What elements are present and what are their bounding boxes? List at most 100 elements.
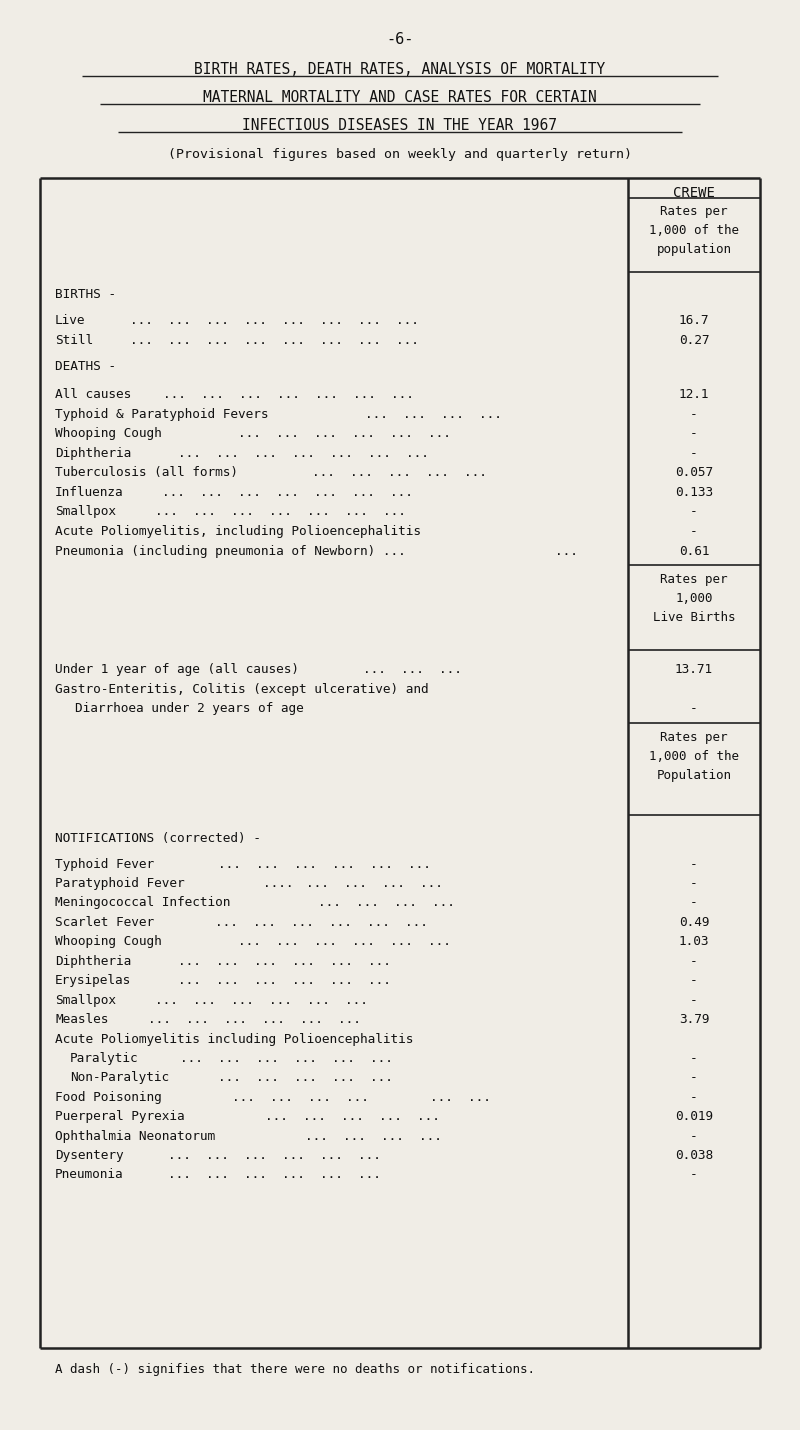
Text: Whooping Cough: Whooping Cough xyxy=(55,428,162,440)
Text: All causes: All causes xyxy=(55,388,131,400)
Text: ...: ... xyxy=(239,388,262,400)
Text: 0.038: 0.038 xyxy=(675,1148,713,1163)
Text: MATERNAL MORTALITY AND CASE RATES FOR CERTAIN: MATERNAL MORTALITY AND CASE RATES FOR CE… xyxy=(203,90,597,104)
Text: ...: ... xyxy=(390,428,413,440)
Text: population: population xyxy=(657,243,731,256)
Text: 1,000 of the: 1,000 of the xyxy=(649,749,739,764)
Text: ...: ... xyxy=(180,1052,203,1065)
Text: ...: ... xyxy=(254,974,277,987)
Text: ...: ... xyxy=(218,1052,241,1065)
Text: -: - xyxy=(690,877,698,889)
Text: ...: ... xyxy=(363,664,386,676)
Text: ...: ... xyxy=(464,466,487,479)
Text: ...: ... xyxy=(383,505,406,518)
Text: -: - xyxy=(690,1091,698,1104)
Text: Smallpox: Smallpox xyxy=(55,994,116,1007)
Text: -: - xyxy=(690,1071,698,1084)
Text: 12.1: 12.1 xyxy=(678,388,710,400)
Text: ...: ... xyxy=(305,1130,328,1143)
Text: ...: ... xyxy=(320,1148,343,1163)
Text: ...: ... xyxy=(419,1130,442,1143)
Text: Still: Still xyxy=(55,335,93,347)
Text: ...: ... xyxy=(439,664,462,676)
Text: ...: ... xyxy=(428,935,451,948)
Text: ...: ... xyxy=(253,917,276,930)
Text: ....: .... xyxy=(263,877,294,889)
Text: Puerperal Pyrexia: Puerperal Pyrexia xyxy=(55,1110,185,1123)
Text: ...: ... xyxy=(294,1071,317,1084)
Text: Paratyphoid Fever: Paratyphoid Fever xyxy=(55,877,185,889)
Text: BIRTH RATES, DEATH RATES, ANALYSIS OF MORTALITY: BIRTH RATES, DEATH RATES, ANALYSIS OF MO… xyxy=(194,61,606,77)
Text: ...: ... xyxy=(346,1091,369,1104)
Text: 0.61: 0.61 xyxy=(678,545,710,558)
Text: Food Poisoning: Food Poisoning xyxy=(55,1091,162,1104)
Text: ...: ... xyxy=(432,897,455,909)
Text: ...: ... xyxy=(215,917,238,930)
Text: -: - xyxy=(690,408,698,420)
Text: -: - xyxy=(690,448,698,460)
Text: ...: ... xyxy=(358,335,381,347)
Text: -: - xyxy=(690,1052,698,1065)
Text: ...: ... xyxy=(130,335,153,347)
Text: ...: ... xyxy=(269,505,292,518)
Text: ...: ... xyxy=(307,994,330,1007)
Text: INFECTIOUS DISEASES IN THE YEAR 1967: INFECTIOUS DISEASES IN THE YEAR 1967 xyxy=(242,119,558,133)
Text: ...: ... xyxy=(276,428,299,440)
Text: ...: ... xyxy=(276,935,299,948)
Text: -: - xyxy=(690,858,698,871)
Text: ...: ... xyxy=(244,1168,267,1181)
Text: ...: ... xyxy=(401,664,424,676)
Text: ...: ... xyxy=(201,388,224,400)
Text: ...: ... xyxy=(390,486,413,499)
Text: ...: ... xyxy=(292,448,315,460)
Text: ...: ... xyxy=(232,1091,255,1104)
Text: ...: ... xyxy=(256,1052,279,1065)
Text: Ophthalmia Neonatorum: Ophthalmia Neonatorum xyxy=(55,1130,215,1143)
Text: ...: ... xyxy=(294,858,317,871)
Text: ...: ... xyxy=(307,505,330,518)
Text: ...: ... xyxy=(282,335,305,347)
Text: ...: ... xyxy=(306,877,329,889)
Text: ...: ... xyxy=(343,1130,366,1143)
Text: ...: ... xyxy=(178,955,201,968)
Text: ...: ... xyxy=(206,1168,229,1181)
Text: ...: ... xyxy=(320,1168,343,1181)
Text: ...: ... xyxy=(308,1091,331,1104)
Text: ...: ... xyxy=(163,388,186,400)
Text: Whooping Cough: Whooping Cough xyxy=(55,935,162,948)
Text: Pneumonia (including pneumonia of Newborn) ...: Pneumonia (including pneumonia of Newbor… xyxy=(55,545,406,558)
Text: Typhoid Fever: Typhoid Fever xyxy=(55,858,154,871)
Text: ...: ... xyxy=(358,315,381,327)
Text: ...: ... xyxy=(224,1012,247,1025)
Text: -: - xyxy=(690,994,698,1007)
Text: Diarrhoea under 2 years of age: Diarrhoea under 2 years of age xyxy=(75,702,304,715)
Text: ...: ... xyxy=(341,1110,364,1123)
Text: ...: ... xyxy=(396,315,419,327)
Text: Diphtheria: Diphtheria xyxy=(55,955,131,968)
Text: ...: ... xyxy=(270,1091,293,1104)
Text: ...: ... xyxy=(254,448,277,460)
Text: ...: ... xyxy=(314,486,337,499)
Text: Non-Paralytic: Non-Paralytic xyxy=(70,1071,169,1084)
Text: ...: ... xyxy=(168,315,191,327)
Text: ...: ... xyxy=(479,408,502,420)
Text: ...: ... xyxy=(338,1012,361,1025)
Text: Typhoid & Paratyphoid Fevers: Typhoid & Paratyphoid Fevers xyxy=(55,408,269,420)
Text: DEATHS -: DEATHS - xyxy=(55,360,116,373)
Text: ...: ... xyxy=(314,428,337,440)
Text: ...: ... xyxy=(368,448,391,460)
Text: -6-: -6- xyxy=(386,31,414,47)
Text: ...: ... xyxy=(320,335,343,347)
Text: ...: ... xyxy=(408,858,431,871)
Text: -: - xyxy=(690,505,698,518)
Text: ...: ... xyxy=(350,466,373,479)
Text: 1,000 of the: 1,000 of the xyxy=(649,225,739,237)
Text: Diphtheria: Diphtheria xyxy=(55,448,131,460)
Text: NOTIFICATIONS (corrected) -: NOTIFICATIONS (corrected) - xyxy=(55,832,261,845)
Text: ...: ... xyxy=(315,388,338,400)
Text: -: - xyxy=(690,1168,698,1181)
Text: ...: ... xyxy=(426,466,449,479)
Text: ...: ... xyxy=(352,486,375,499)
Text: ...: ... xyxy=(238,486,261,499)
Text: ...: ... xyxy=(428,428,451,440)
